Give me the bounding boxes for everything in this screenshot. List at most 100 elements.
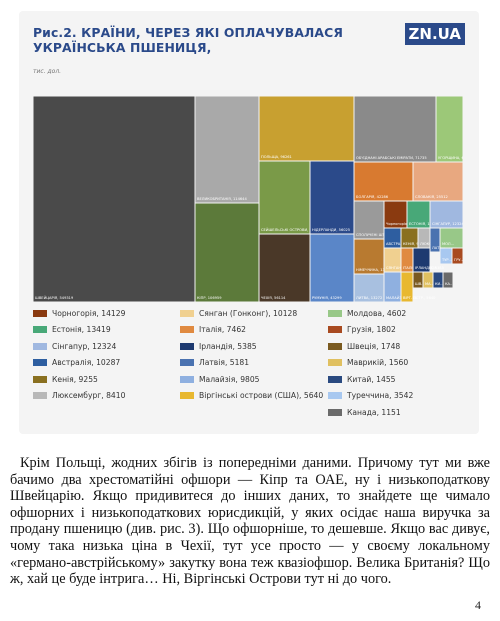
legend-item: Канада, 1151	[328, 406, 401, 418]
treemap-cell-сінгапур: СІНГАПУР, 12324	[430, 201, 463, 228]
treemap-cell-label: СЕЙШЕЛЬСЬКІ ОСТРОВИ, 58977	[261, 227, 321, 232]
legend-label: Віргінські острови (США), 5640	[199, 391, 324, 400]
treemap-cell-label: КИ...	[435, 282, 444, 286]
legend-item: Маврикій, 1560	[328, 357, 408, 369]
treemap-rect	[430, 201, 463, 228]
page-number: 4	[475, 598, 481, 612]
treemap-cell-чехія: ЧЕХІЯ, 56114	[259, 234, 310, 302]
legend-item: Віргінські острови (США), 5640	[180, 390, 323, 402]
treemap-rect	[384, 201, 407, 228]
legend-swatch	[33, 309, 47, 317]
treemap-rect	[310, 234, 354, 302]
treemap-rect	[354, 274, 384, 302]
treemap-cell-label: УГОРЩИНА, 62198	[438, 156, 463, 160]
treemap-cell-маврикій: МА...	[423, 272, 434, 288]
legend-item: Ірландія, 5385	[180, 340, 257, 352]
body-paragraph: Крім Польщі, жодних збігів із попереднім…	[10, 455, 490, 588]
legend-swatch	[180, 326, 194, 333]
treemap-cell-label: ШВЕЙЦАРІЯ, 549319	[35, 295, 74, 300]
treemap-rect	[384, 228, 401, 248]
treemap-cell-label: ТУР...	[441, 258, 452, 262]
legend-swatch	[33, 392, 47, 399]
treemap-cell-ірландія: ІРЛАНДІЯ, 5385	[413, 248, 444, 272]
treemap-cell-label: КЕНІЯ, 9255	[403, 242, 426, 246]
publisher-logo: ZN.UA	[404, 23, 465, 45]
treemap-cell-label: Чорногорія, 14129	[386, 222, 421, 226]
legend-label: Естонія, 13419	[52, 325, 111, 334]
treemap-cell-кенія: КЕНІЯ, 9255	[401, 228, 426, 248]
treemap-rect	[440, 248, 452, 264]
legend-item: Туреччина, 3542	[328, 390, 413, 402]
treemap-rect	[195, 203, 259, 302]
legend-swatch	[328, 392, 342, 399]
legend-label: Сінгапур, 12324	[52, 341, 117, 351]
treemap-rect	[384, 248, 401, 272]
treemap-cell-label: ІРЛАНДІЯ, 5385	[415, 266, 444, 270]
legend-item: Австралія, 10287	[33, 357, 120, 369]
treemap-rect	[401, 272, 413, 302]
treemap-cell-молдова: МОЛ...	[440, 228, 463, 248]
treemap-cell-швейцарія: ШВЕЙЦАРІЯ, 549319	[33, 96, 195, 302]
legend-swatch	[180, 309, 194, 317]
treemap-cell-грузія: ГРУ...	[452, 248, 463, 264]
treemap-rect	[195, 96, 259, 203]
legend: Чорногорія, 14129 Естонія, 13419 Сінгапур,…	[33, 307, 473, 429]
treemap-rect	[413, 162, 463, 201]
treemap-cell-label: ЧЕХІЯ, 56114	[261, 296, 286, 300]
treemap-cell-label: ВЕЛИКОБРИТАНІЯ, 114644	[197, 197, 247, 201]
treemap-rect	[436, 96, 463, 162]
treemap-cell-угорщина: УГОРЩИНА, 62198	[436, 96, 463, 162]
legend-item: Кенія, 9255	[33, 373, 98, 385]
treemap-rect	[354, 96, 436, 162]
legend-swatch	[328, 359, 342, 366]
treemap-rect	[259, 96, 354, 161]
treemap-rect	[401, 228, 418, 248]
legend-swatch	[180, 342, 194, 350]
treemap-cell-румунія: РУМУНІЯ, 43299	[310, 234, 354, 302]
treemap-rect	[413, 248, 430, 272]
treemap-cell-туреччина: ТУР...	[440, 248, 452, 264]
figure: Рис.2. КРАЇНИ, ЧЕРЕЗ ЯКІ ОПЛАЧУВАЛАСЯ УК…	[19, 11, 479, 434]
legend-item: Люксембург, 8410	[33, 390, 125, 402]
legend-label: Туреччина, 3542	[347, 391, 414, 400]
treemap-cell-словакія: СЛОВАКІЯ, 25512	[413, 162, 463, 201]
legend-swatch	[180, 375, 194, 383]
legend-swatch	[328, 375, 342, 383]
treemap-rect	[33, 96, 195, 302]
treemap-cell-латвія: ЛАТВІЯ, 5181	[430, 228, 457, 252]
treemap-rect	[401, 248, 413, 272]
treemap-rect	[384, 272, 401, 302]
treemap-cell-великобританія: ВЕЛИКОБРИТАНІЯ, 114644	[195, 96, 259, 203]
legend-label: Швеція, 1748	[347, 341, 401, 351]
legend-swatch	[328, 309, 342, 317]
legend-item: Сянган (Гонконг), 10128	[180, 307, 297, 319]
legend-label: Ірландія, 5385	[199, 341, 257, 351]
legend-swatch	[180, 359, 194, 366]
treemap-rect	[310, 161, 354, 234]
treemap-rect	[430, 228, 440, 252]
treemap-cell-естонія: ЕСТОНІЯ, 13419	[407, 201, 439, 228]
legend-label: Сянган (Гонконг), 10128	[199, 308, 298, 318]
treemap-cell-label: ОБ'ЄДНАНІ АРАБСЬКІ ЕМІРАТИ, 71735	[356, 156, 427, 160]
legend-item: Сінгапур, 12324	[33, 340, 116, 352]
legend-swatch	[33, 342, 47, 350]
legend-swatch	[33, 359, 47, 366]
legend-label: Чорногорія, 14129	[52, 308, 126, 318]
treemap-rect	[354, 239, 384, 274]
legend-label: Малайзія, 9805	[199, 374, 260, 384]
legend-label: Латвія, 5181	[199, 358, 250, 367]
treemap-rect	[440, 228, 463, 248]
legend-item: Китай, 1455	[328, 373, 396, 385]
treemap-cell-віргінські-острови-сша: ВІРГ. ОСТР., 5640	[401, 272, 436, 302]
treemap-cell-чорногорія: Чорногорія, 14129	[384, 201, 421, 228]
treemap-cell-label: ВІРГ. ОСТР., 5640	[403, 296, 436, 300]
treemap-cell-label: КА...	[445, 282, 453, 286]
treemap-cell-label: ЕСТОНІЯ, 13419	[409, 222, 439, 226]
treemap-cell-label: СІНГАПУР, 12324	[432, 222, 463, 226]
legend-item: Малайзія, 9805	[180, 373, 260, 385]
legend-item: Чорногорія, 14129	[33, 307, 125, 319]
treemap-cell-об-єднані-арабські-емірати: ОБ'ЄДНАНІ АРАБСЬКІ ЕМІРАТИ, 71735	[354, 96, 436, 162]
treemap-cell-болгарія: БОЛГАРІЯ, 42286	[354, 162, 413, 201]
legend-label: Люксембург, 8410	[52, 391, 126, 400]
treemap-cell-швеція: ШВ...	[413, 272, 425, 288]
